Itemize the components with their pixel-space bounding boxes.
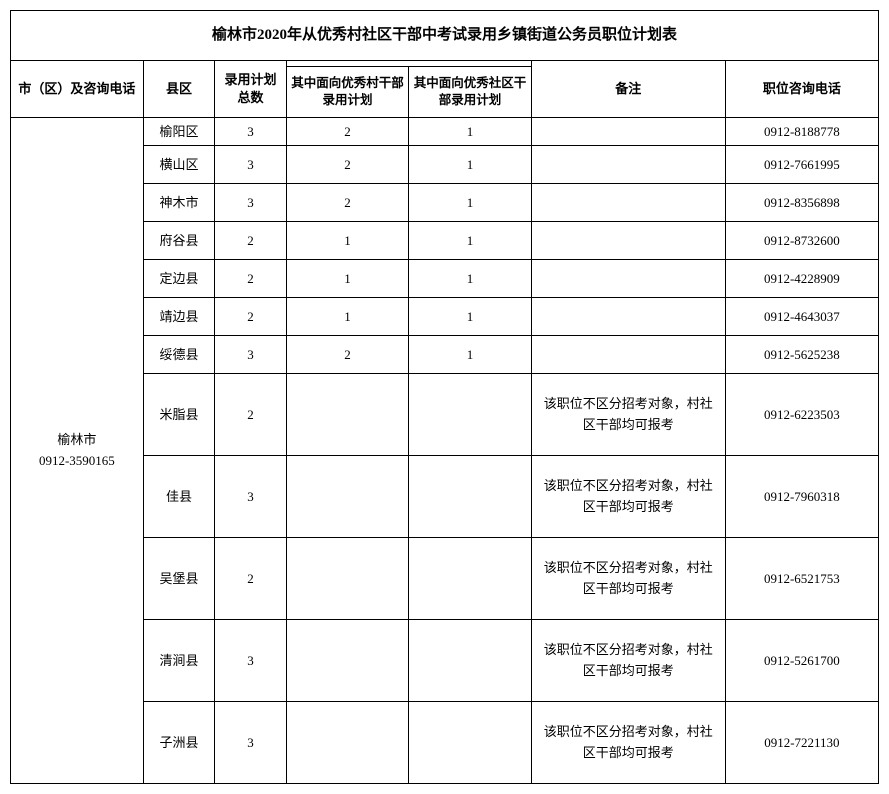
city-name: 榆林市	[57, 432, 96, 447]
table-row: 榆林市 0912-3590165 榆阳区 3 2 1 0912-8188778	[11, 118, 879, 146]
cell-phone: 0912-8732600	[725, 222, 878, 260]
cell-total: 2	[215, 222, 286, 260]
cell-community: 1	[409, 260, 532, 298]
cell-phone: 0912-4228909	[725, 260, 878, 298]
cell-village	[286, 620, 409, 702]
cell-district: 定边县	[143, 260, 214, 298]
cell-district: 子洲县	[143, 702, 214, 784]
cell-village: 1	[286, 222, 409, 260]
cell-note: 该职位不区分招考对象，村社区干部均可报考	[531, 538, 725, 620]
cell-district: 府谷县	[143, 222, 214, 260]
cell-phone: 0912-5261700	[725, 620, 878, 702]
header-community: 其中面向优秀社区干部录用计划	[409, 66, 532, 118]
cell-total: 3	[215, 702, 286, 784]
cell-phone: 0912-7661995	[725, 146, 878, 184]
cell-total: 2	[215, 298, 286, 336]
cell-note	[531, 222, 725, 260]
cell-note	[531, 146, 725, 184]
cell-village: 2	[286, 118, 409, 146]
table-title: 榆林市2020年从优秀村社区干部中考试录用乡镇街道公务员职位计划表	[11, 11, 879, 61]
cell-total: 3	[215, 146, 286, 184]
cell-note	[531, 298, 725, 336]
cell-community	[409, 374, 532, 456]
cell-note: 该职位不区分招考对象，村社区干部均可报考	[531, 620, 725, 702]
cell-phone: 0912-8356898	[725, 184, 878, 222]
cell-village	[286, 456, 409, 538]
cell-phone: 0912-8188778	[725, 118, 878, 146]
cell-note: 该职位不区分招考对象，村社区干部均可报考	[531, 702, 725, 784]
cell-total: 3	[215, 336, 286, 374]
cell-total: 2	[215, 374, 286, 456]
cell-community	[409, 456, 532, 538]
cell-community: 1	[409, 184, 532, 222]
cell-total: 2	[215, 260, 286, 298]
cell-community: 1	[409, 118, 532, 146]
cell-total: 3	[215, 456, 286, 538]
cell-note	[531, 184, 725, 222]
cell-village	[286, 702, 409, 784]
cell-district: 榆阳区	[143, 118, 214, 146]
cell-village: 2	[286, 146, 409, 184]
cell-note	[531, 118, 725, 146]
city-phone: 0912-3590165	[39, 453, 115, 468]
header-phone: 职位咨询电话	[725, 61, 878, 118]
cell-phone: 0912-7960318	[725, 456, 878, 538]
cell-community: 1	[409, 298, 532, 336]
cell-total: 3	[215, 118, 286, 146]
cell-phone: 0912-6521753	[725, 538, 878, 620]
cell-village	[286, 374, 409, 456]
cell-community: 1	[409, 336, 532, 374]
cell-village: 2	[286, 184, 409, 222]
cell-community	[409, 702, 532, 784]
cell-phone: 0912-4643037	[725, 298, 878, 336]
header-village: 其中面向优秀村干部录用计划	[286, 66, 409, 118]
cell-total: 3	[215, 184, 286, 222]
cell-village: 1	[286, 260, 409, 298]
header-district: 县区	[143, 61, 214, 118]
cell-note: 该职位不区分招考对象，村社区干部均可报考	[531, 374, 725, 456]
cell-note: 该职位不区分招考对象，村社区干部均可报考	[531, 456, 725, 538]
cell-district: 靖边县	[143, 298, 214, 336]
cell-village: 1	[286, 298, 409, 336]
header-total: 录用计划总数	[215, 61, 286, 118]
plan-table: 榆林市2020年从优秀村社区干部中考试录用乡镇街道公务员职位计划表 市（区）及咨…	[10, 10, 879, 784]
cell-note	[531, 260, 725, 298]
cell-community	[409, 620, 532, 702]
cell-note	[531, 336, 725, 374]
cell-district: 清涧县	[143, 620, 214, 702]
header-city: 市（区）及咨询电话	[11, 61, 144, 118]
cell-district: 吴堡县	[143, 538, 214, 620]
title-row: 榆林市2020年从优秀村社区干部中考试录用乡镇街道公务员职位计划表	[11, 11, 879, 61]
cell-community	[409, 538, 532, 620]
cell-community: 1	[409, 146, 532, 184]
cell-phone: 0912-7221130	[725, 702, 878, 784]
cell-district: 横山区	[143, 146, 214, 184]
cell-phone: 0912-5625238	[725, 336, 878, 374]
cell-district: 米脂县	[143, 374, 214, 456]
cell-village	[286, 538, 409, 620]
header-note: 备注	[531, 61, 725, 118]
city-cell: 榆林市 0912-3590165	[11, 118, 144, 784]
cell-total: 3	[215, 620, 286, 702]
cell-district: 佳县	[143, 456, 214, 538]
cell-district: 神木市	[143, 184, 214, 222]
cell-district: 绥德县	[143, 336, 214, 374]
cell-community: 1	[409, 222, 532, 260]
cell-village: 2	[286, 336, 409, 374]
cell-phone: 0912-6223503	[725, 374, 878, 456]
cell-total: 2	[215, 538, 286, 620]
